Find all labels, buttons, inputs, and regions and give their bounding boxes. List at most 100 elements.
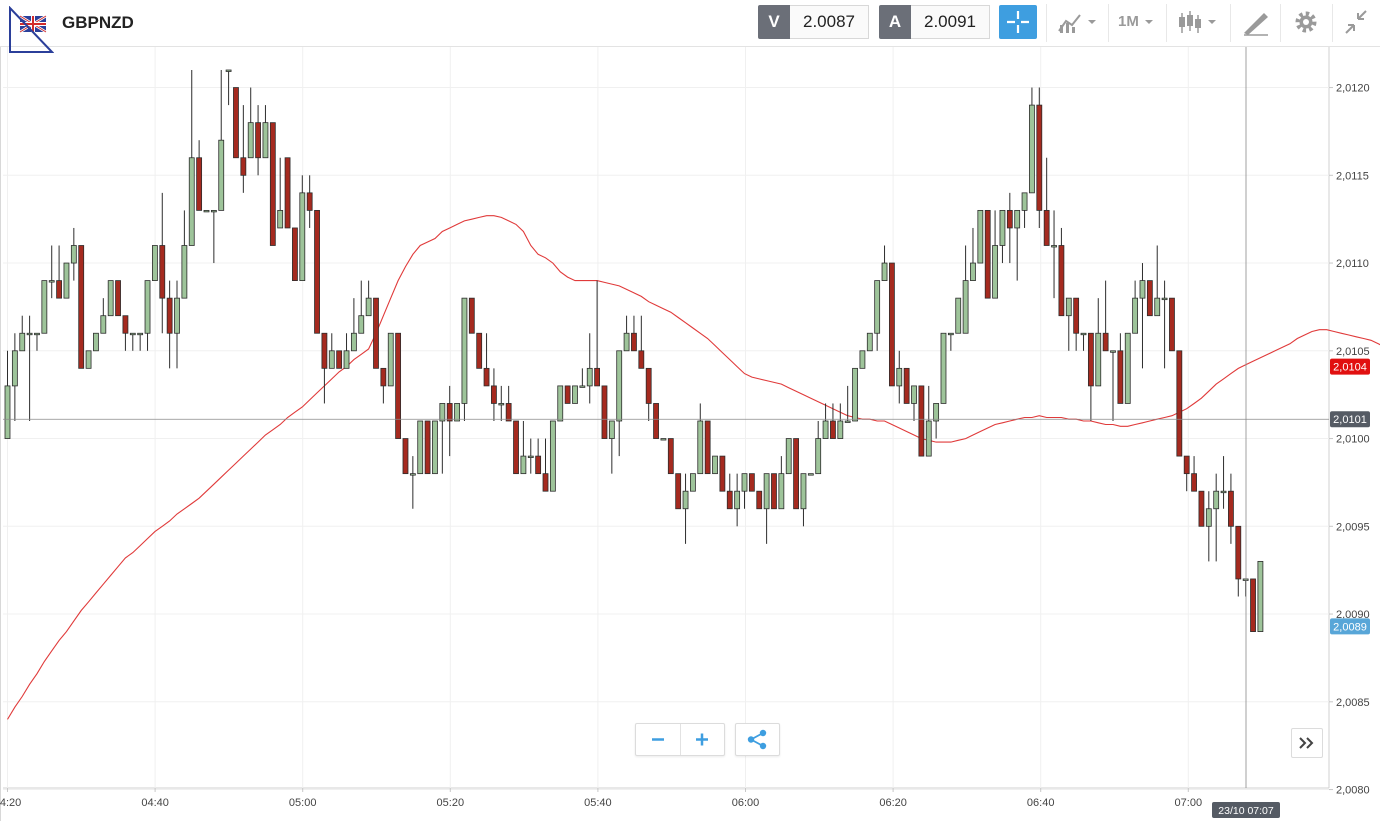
candle-up: [439, 403, 446, 422]
candle-up: [940, 332, 947, 404]
drawing-tools-button[interactable]: [1240, 5, 1272, 39]
share-controls: [735, 723, 780, 756]
price-tick-label: 2,0115: [1336, 170, 1369, 182]
candle-up: [174, 297, 180, 334]
candle-down: [321, 332, 328, 369]
candle-up: [218, 139, 225, 211]
candle-down: [56, 280, 62, 299]
collapse-button[interactable]: [1342, 5, 1372, 39]
candle-up: [697, 420, 704, 475]
candle-up: [999, 209, 1006, 246]
candle-up: [358, 315, 365, 334]
candle-down: [631, 332, 637, 352]
candle-up: [100, 315, 107, 334]
candle-up: [1132, 297, 1139, 334]
candle-down: [1228, 490, 1234, 527]
candle-up: [690, 473, 696, 492]
candle-down: [476, 332, 483, 369]
candle-up: [299, 192, 306, 282]
candle-up: [623, 332, 630, 352]
candle-up: [712, 455, 718, 475]
candle-up: [660, 438, 667, 441]
candle-down: [292, 227, 298, 281]
candle-up: [970, 262, 976, 281]
timeframe-select[interactable]: 1M: [1118, 5, 1158, 39]
candle-up: [365, 297, 372, 317]
candle-down: [78, 245, 85, 369]
double-chevron-right-icon: [1299, 737, 1314, 749]
candle-up: [409, 473, 416, 476]
candle-up: [800, 473, 807, 510]
buy-button[interactable]: A 2.0091: [879, 5, 991, 39]
candlestick-icon: [1179, 11, 1216, 33]
candle-down: [667, 438, 674, 475]
candle-down: [1235, 525, 1242, 580]
candle-up: [1139, 280, 1146, 299]
candle-up: [417, 420, 424, 475]
candle-down: [653, 403, 659, 439]
candle-down: [336, 350, 343, 369]
crosshair-button[interactable]: [999, 5, 1037, 39]
candle-up: [881, 262, 888, 281]
candle-down: [719, 455, 726, 492]
candle-up: [461, 297, 468, 404]
indicators-icon: [1058, 14, 1096, 33]
scroll-right-button[interactable]: [1291, 728, 1323, 758]
candle-up: [85, 350, 92, 369]
share-button[interactable]: [736, 724, 779, 755]
candle-up: [1080, 332, 1087, 336]
chart-type-button[interactable]: [1176, 5, 1222, 39]
candle-down: [505, 403, 512, 422]
candle-up: [19, 332, 26, 352]
price-tick-label: 2,0085: [1336, 697, 1370, 709]
candle-up: [866, 332, 873, 352]
candle-up: [608, 420, 615, 439]
price-tick-label: 2,0105: [1336, 346, 1370, 358]
candle-up: [1110, 350, 1116, 353]
candle-down: [1073, 297, 1080, 334]
candle-down: [1058, 245, 1065, 317]
candle-down: [1250, 578, 1256, 633]
price-tick-label: 2,0090: [1336, 609, 1370, 621]
candle-up: [520, 455, 527, 475]
zoom-out-button[interactable]: [636, 724, 680, 755]
candle-up: [1205, 508, 1212, 527]
candle-up: [11, 350, 18, 387]
candle-up: [277, 209, 284, 229]
candle-up: [129, 332, 136, 336]
candle-down: [240, 157, 247, 176]
candle-down: [704, 420, 711, 475]
settings-button[interactable]: [1292, 5, 1322, 39]
sell-button[interactable]: V 2.0087: [758, 5, 870, 39]
time-tick-label: 06:40: [1027, 797, 1055, 809]
candle-down: [889, 262, 895, 387]
candle-up: [572, 385, 578, 404]
candle-up: [844, 420, 851, 423]
candle-up: [933, 403, 940, 422]
moving-average-line: [7, 215, 1380, 720]
zoom-in-button[interactable]: [680, 724, 724, 755]
time-tick-label: 06:20: [879, 797, 907, 809]
candle-down: [395, 332, 402, 439]
candle-up: [992, 245, 998, 299]
candle-down: [269, 122, 276, 246]
indicators-button[interactable]: [1056, 5, 1102, 39]
candle-up: [70, 245, 77, 264]
candle-up: [144, 280, 151, 334]
minus-icon: [652, 738, 664, 741]
candle-down: [196, 157, 203, 211]
candle-up: [107, 280, 114, 317]
candle-up: [93, 332, 99, 352]
candle-up: [1029, 104, 1035, 194]
ma-value-tag: [1330, 358, 1370, 375]
candle-up: [807, 473, 814, 476]
time-tick-label: 05:20: [437, 797, 465, 809]
candle-down: [513, 420, 519, 475]
buy-label: A: [879, 5, 911, 39]
share-icon: [747, 729, 767, 750]
candle-down: [1006, 209, 1013, 229]
candle-up: [137, 332, 144, 336]
candle-up: [41, 280, 48, 334]
collapse-icon: [1345, 10, 1367, 34]
